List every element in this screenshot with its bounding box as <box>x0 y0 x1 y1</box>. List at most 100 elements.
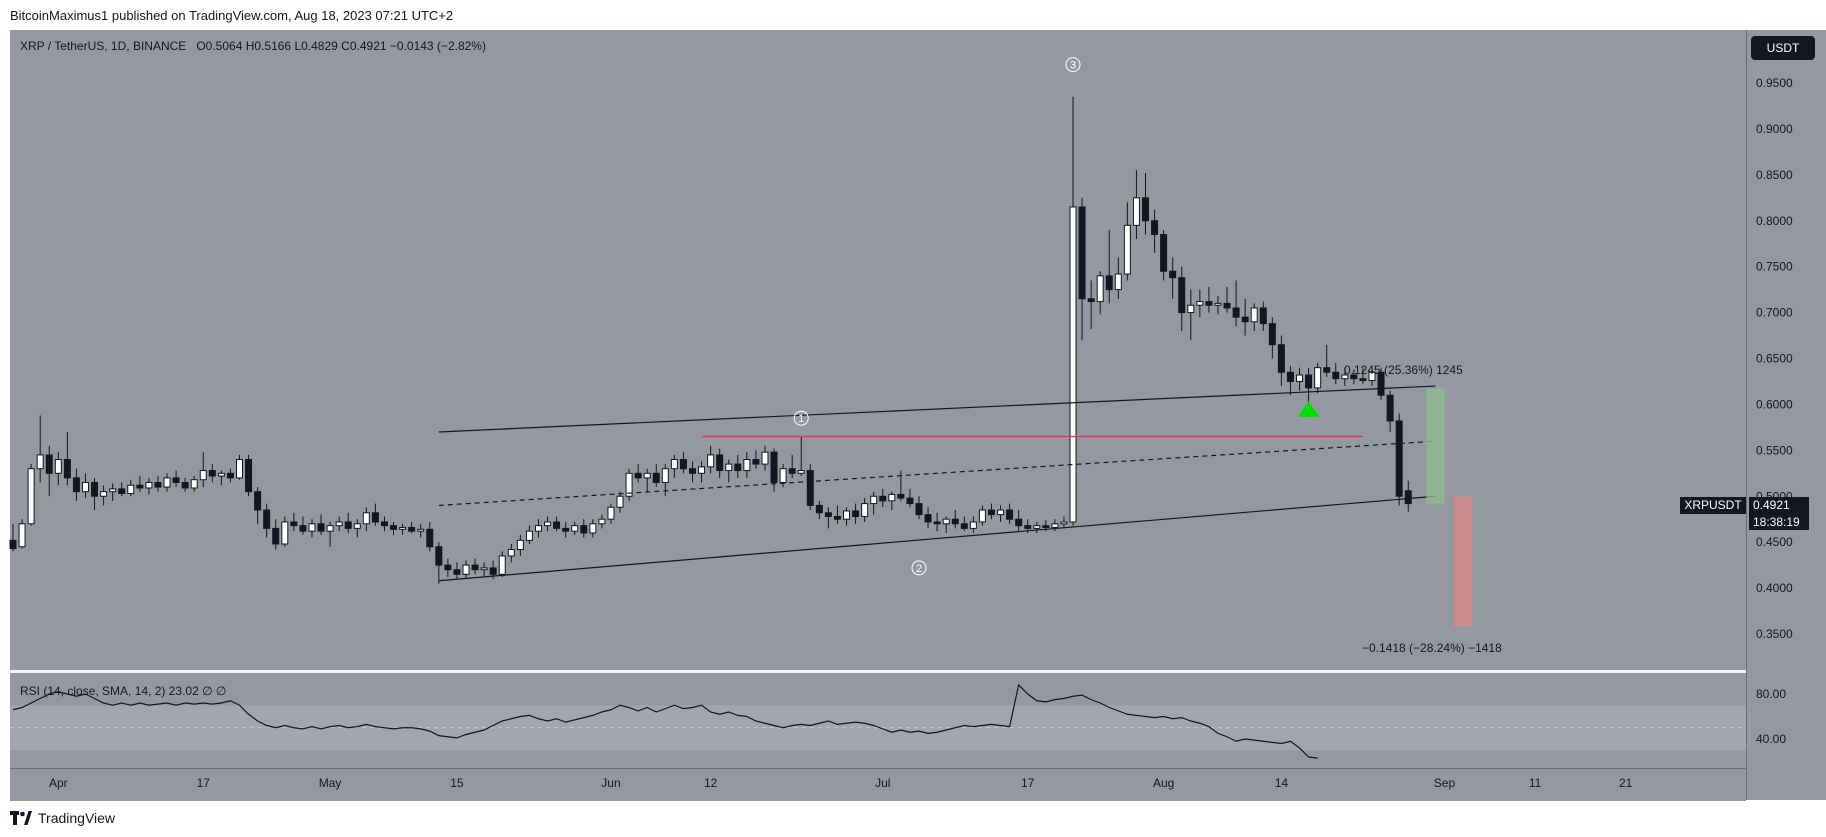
candle[interactable] <box>462 560 470 579</box>
candle[interactable] <box>1160 229 1168 281</box>
wave-label-3[interactable]: 3 <box>1065 57 1081 73</box>
candle[interactable] <box>1187 289 1195 341</box>
candle[interactable] <box>417 523 425 538</box>
candle[interactable] <box>172 470 180 488</box>
candle[interactable] <box>933 512 941 532</box>
candle[interactable] <box>598 514 606 529</box>
candle[interactable] <box>833 505 841 524</box>
candle[interactable] <box>136 476 144 492</box>
price-axis[interactable] <box>1746 30 1826 800</box>
candle[interactable] <box>852 503 860 524</box>
candle[interactable] <box>263 503 271 538</box>
candle[interactable] <box>453 562 461 579</box>
candle[interactable] <box>797 436 805 477</box>
candle[interactable] <box>299 516 307 535</box>
candle[interactable] <box>1151 209 1159 253</box>
candle[interactable] <box>906 488 914 508</box>
candle[interactable] <box>1350 369 1358 385</box>
symbol-name[interactable]: XRP / TetherUS, 1D, BINANCE <box>20 39 187 53</box>
candle[interactable] <box>435 542 443 584</box>
channel-middle-line[interactable] <box>438 440 1436 507</box>
candle[interactable] <box>1323 344 1331 377</box>
candle[interactable] <box>870 491 878 515</box>
candle[interactable] <box>145 477 153 495</box>
candle[interactable] <box>362 507 370 532</box>
candle[interactable] <box>752 450 760 469</box>
time-axis[interactable] <box>10 768 1746 801</box>
candle[interactable] <box>1142 172 1149 235</box>
wave-label-1[interactable]: 1 <box>793 410 809 426</box>
candle[interactable] <box>1241 298 1249 336</box>
candle[interactable] <box>399 523 407 535</box>
candle[interactable] <box>254 487 262 524</box>
candle[interactable] <box>806 464 814 511</box>
wave-label-2[interactable]: 2 <box>911 560 927 576</box>
candle[interactable] <box>426 521 434 552</box>
candle[interactable] <box>516 534 524 556</box>
candle[interactable] <box>689 461 696 483</box>
candle[interactable] <box>1051 519 1059 532</box>
candle[interactable] <box>245 454 253 497</box>
pane-separator[interactable] <box>10 670 1826 673</box>
candle[interactable] <box>444 558 452 578</box>
candle[interactable] <box>290 512 298 532</box>
candle[interactable] <box>236 454 243 480</box>
candle[interactable] <box>1368 369 1376 387</box>
candle[interactable] <box>661 464 669 497</box>
candle[interactable] <box>734 454 742 478</box>
candle[interactable] <box>1169 257 1177 299</box>
candle[interactable] <box>81 473 89 499</box>
target-up-box[interactable] <box>1426 388 1445 504</box>
candle[interactable] <box>91 477 99 511</box>
candle[interactable] <box>317 514 325 535</box>
candle[interactable] <box>788 454 796 478</box>
candle[interactable] <box>498 551 506 578</box>
candle[interactable] <box>1395 413 1403 506</box>
candle[interactable] <box>915 496 923 520</box>
candle[interactable] <box>951 510 959 529</box>
candle[interactable] <box>679 452 687 474</box>
candle[interactable] <box>1404 480 1412 512</box>
candle[interactable] <box>344 512 352 533</box>
candle[interactable] <box>571 521 579 535</box>
candle[interactable] <box>353 519 361 538</box>
candle[interactable] <box>544 516 552 532</box>
candle[interactable] <box>18 519 26 549</box>
candle[interactable] <box>743 452 751 478</box>
candle[interactable] <box>1296 367 1304 391</box>
candle[interactable] <box>1232 280 1240 327</box>
candle[interactable] <box>607 503 615 524</box>
candle[interactable] <box>100 485 108 506</box>
candle[interactable] <box>1096 271 1104 315</box>
candle[interactable] <box>27 464 35 526</box>
target-down-box[interactable] <box>1453 496 1472 627</box>
candle[interactable] <box>1205 286 1213 313</box>
candle[interactable] <box>1006 503 1014 524</box>
candle[interactable] <box>861 498 869 522</box>
candle[interactable] <box>335 516 343 532</box>
candle[interactable] <box>371 503 379 526</box>
candle[interactable] <box>208 464 216 483</box>
candle[interactable] <box>843 507 851 526</box>
candle[interactable] <box>616 491 624 513</box>
candle[interactable] <box>824 507 832 529</box>
candle[interactable] <box>226 468 234 483</box>
candle[interactable] <box>1214 296 1222 315</box>
candle[interactable] <box>960 516 968 532</box>
candle[interactable] <box>716 448 724 478</box>
candle[interactable] <box>1223 286 1231 313</box>
candle[interactable] <box>127 479 135 497</box>
candle[interactable] <box>1359 367 1367 385</box>
candle[interactable] <box>698 461 706 483</box>
candle[interactable] <box>1286 365 1294 396</box>
candle[interactable] <box>1123 202 1131 281</box>
candle[interactable] <box>1341 367 1349 387</box>
candle[interactable] <box>326 521 334 547</box>
candle[interactable] <box>987 503 995 520</box>
candle[interactable] <box>408 521 416 533</box>
candle[interactable] <box>978 505 986 526</box>
candle[interactable] <box>281 516 289 547</box>
candle[interactable] <box>1132 170 1140 240</box>
candle[interactable] <box>625 468 633 501</box>
candle[interactable] <box>1078 197 1086 341</box>
